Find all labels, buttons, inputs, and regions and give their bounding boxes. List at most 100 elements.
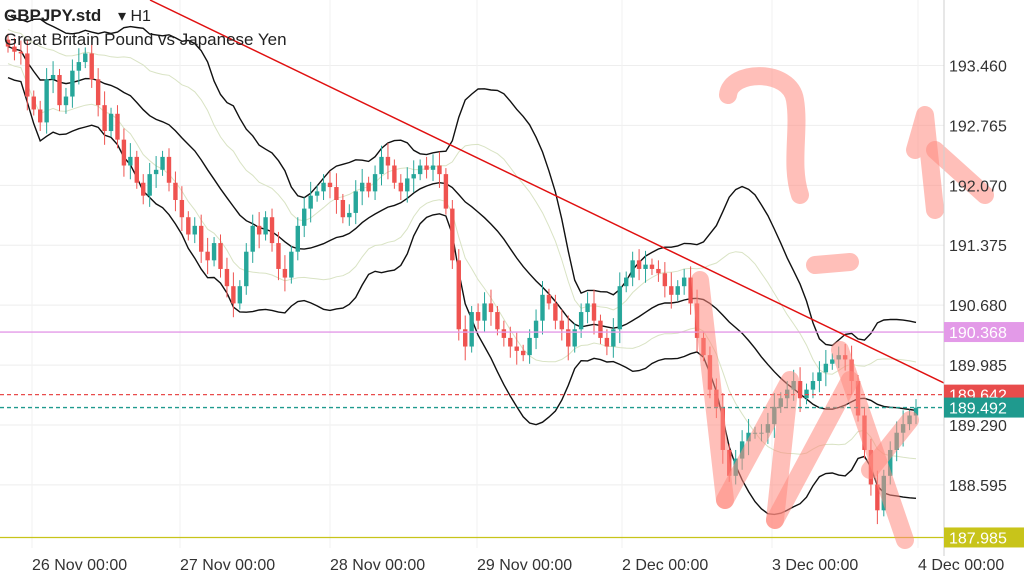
candle-body xyxy=(76,62,82,71)
candle-body xyxy=(263,217,268,235)
candle-body xyxy=(179,199,185,218)
candle-body xyxy=(913,407,919,416)
symbol-label[interactable]: GBPJPY.std xyxy=(4,6,102,25)
candle-body xyxy=(282,268,288,278)
candle-body xyxy=(817,372,822,382)
price-tag-label: 187.985 xyxy=(949,530,1007,547)
price-tag-label: 189.492 xyxy=(949,401,1007,418)
candle-body xyxy=(450,208,455,261)
x-tick-label: 29 Nov 00:00 xyxy=(477,557,572,574)
candle-body xyxy=(141,182,146,196)
candle-body xyxy=(153,169,159,175)
candle-body xyxy=(372,174,378,192)
candle-body xyxy=(559,320,565,330)
candle-body xyxy=(675,286,680,295)
candle-body xyxy=(636,260,642,269)
candle-body xyxy=(314,191,320,196)
candle-body xyxy=(392,165,397,183)
price-tag xyxy=(944,397,1024,418)
x-tick-label: 2 Dec 00:00 xyxy=(622,557,708,574)
y-tick-label: 191.375 xyxy=(949,238,1007,255)
price-tag xyxy=(944,322,1024,343)
candle-body xyxy=(643,264,648,269)
candle-body xyxy=(746,432,751,442)
candle-body xyxy=(18,51,24,54)
candle-body xyxy=(469,312,474,347)
candle-body xyxy=(585,303,590,313)
candle-body xyxy=(147,174,152,196)
y-tick-label: 189.290 xyxy=(949,418,1007,435)
candle-body xyxy=(347,212,352,218)
time-axis: 26 Nov 00:00 27 Nov 00:00 28 Nov 00:00 29 N… xyxy=(32,557,1004,574)
timeframe-label: H1 xyxy=(130,8,151,25)
hand-annotation xyxy=(691,67,994,549)
candle-body xyxy=(385,156,391,166)
candle-body xyxy=(12,46,17,52)
candle-body xyxy=(295,225,300,252)
candle-body xyxy=(57,74,62,106)
price-levels xyxy=(0,331,944,539)
candle-body xyxy=(353,191,358,213)
y-tick-label: 188.595 xyxy=(949,478,1007,495)
candle-body xyxy=(166,156,172,183)
candle-body xyxy=(160,156,165,170)
candle-body xyxy=(269,217,275,244)
candle-body xyxy=(359,182,365,192)
candle-body xyxy=(527,337,532,356)
candle-body xyxy=(37,109,43,123)
candle-body xyxy=(572,329,577,347)
candle-body xyxy=(250,225,255,252)
candle-body xyxy=(25,53,30,97)
candle-body xyxy=(366,182,371,192)
candle-body xyxy=(31,96,36,110)
candle-body xyxy=(649,264,655,269)
candle-body xyxy=(83,53,88,63)
candle-body xyxy=(134,156,139,183)
candle-body xyxy=(624,277,629,287)
candle-body xyxy=(237,286,243,304)
candle-body xyxy=(256,225,262,235)
candle-body xyxy=(797,381,803,399)
candle-body xyxy=(546,294,552,304)
grid xyxy=(0,0,944,548)
candle-body xyxy=(804,389,809,399)
candle-body xyxy=(508,337,513,347)
candle-body xyxy=(50,74,56,80)
candle-body xyxy=(5,39,11,47)
candle-body xyxy=(115,113,120,140)
candle-body xyxy=(44,79,49,123)
upper-band xyxy=(7,14,917,347)
chevron-down-icon: ▾ xyxy=(118,8,131,25)
candle-body xyxy=(482,303,487,321)
candle-body xyxy=(495,312,500,330)
price-axis: 193.460 192.765 192.070 191.375 190.680 189.9… xyxy=(949,59,1007,495)
candle-body xyxy=(578,312,584,330)
candle-body xyxy=(540,294,545,321)
candle-body xyxy=(688,277,693,304)
candle-body xyxy=(475,312,481,321)
candle-body xyxy=(95,79,101,106)
x-tick-label: 3 Dec 00:00 xyxy=(772,557,858,574)
candle-body xyxy=(566,329,571,347)
candle-body xyxy=(231,286,236,304)
candle-body xyxy=(186,217,191,235)
candle-body xyxy=(617,286,622,330)
candle-body xyxy=(173,182,178,200)
candle-body xyxy=(591,303,597,321)
timeframe-selector[interactable]: ▾ H1 xyxy=(118,6,151,26)
y-tick-label: 189.985 xyxy=(949,358,1007,375)
candle-body xyxy=(681,277,687,287)
candle-body xyxy=(630,260,635,278)
candle-body xyxy=(205,251,210,261)
candle-body xyxy=(488,303,494,313)
candle-body xyxy=(810,381,816,390)
candle-body xyxy=(662,273,668,287)
x-tick-label: 27 Nov 00:00 xyxy=(180,557,275,574)
price-tag xyxy=(944,527,1024,548)
candle-body xyxy=(244,251,249,287)
candle-body xyxy=(308,195,313,209)
symbol-description: Great Britain Pound vs Japanese Yen xyxy=(4,30,287,49)
candle-body xyxy=(224,268,230,287)
